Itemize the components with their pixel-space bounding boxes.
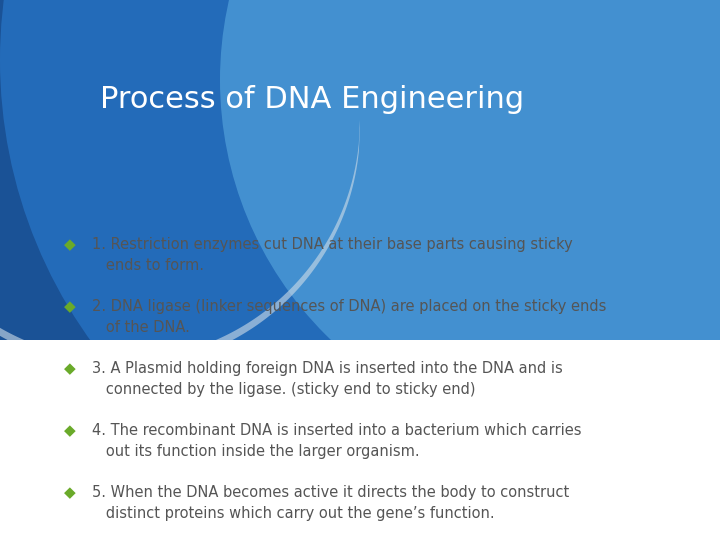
Text: ◆: ◆	[64, 423, 76, 438]
Text: 5. When the DNA becomes active it directs the body to construct
   distinct prot: 5. When the DNA becomes active it direct…	[92, 485, 570, 521]
Text: 4. The recombinant DNA is inserted into a bacterium which carries
   out its fun: 4. The recombinant DNA is inserted into …	[92, 423, 582, 459]
Text: ◆: ◆	[64, 299, 76, 314]
Text: 1. Restriction enzymes cut DNA at their base parts causing sticky
   ends to for: 1. Restriction enzymes cut DNA at their …	[92, 237, 572, 273]
Polygon shape	[0, 379, 720, 540]
Polygon shape	[0, 419, 720, 540]
Circle shape	[220, 0, 720, 440]
Polygon shape	[0, 389, 720, 540]
Text: Process of DNA Engineering: Process of DNA Engineering	[100, 85, 524, 114]
Polygon shape	[0, 120, 360, 368]
Text: ◆: ◆	[64, 361, 76, 376]
Text: 3. A Plasmid holding foreign DNA is inserted into the DNA and is
   connected by: 3. A Plasmid holding foreign DNA is inse…	[92, 361, 563, 397]
Text: 2. DNA ligase (linker sequences of DNA) are placed on the sticky ends
   of the : 2. DNA ligase (linker sequences of DNA) …	[92, 299, 606, 335]
Text: ◆: ◆	[64, 237, 76, 252]
Text: ◆: ◆	[64, 485, 76, 500]
Polygon shape	[0, 340, 720, 540]
